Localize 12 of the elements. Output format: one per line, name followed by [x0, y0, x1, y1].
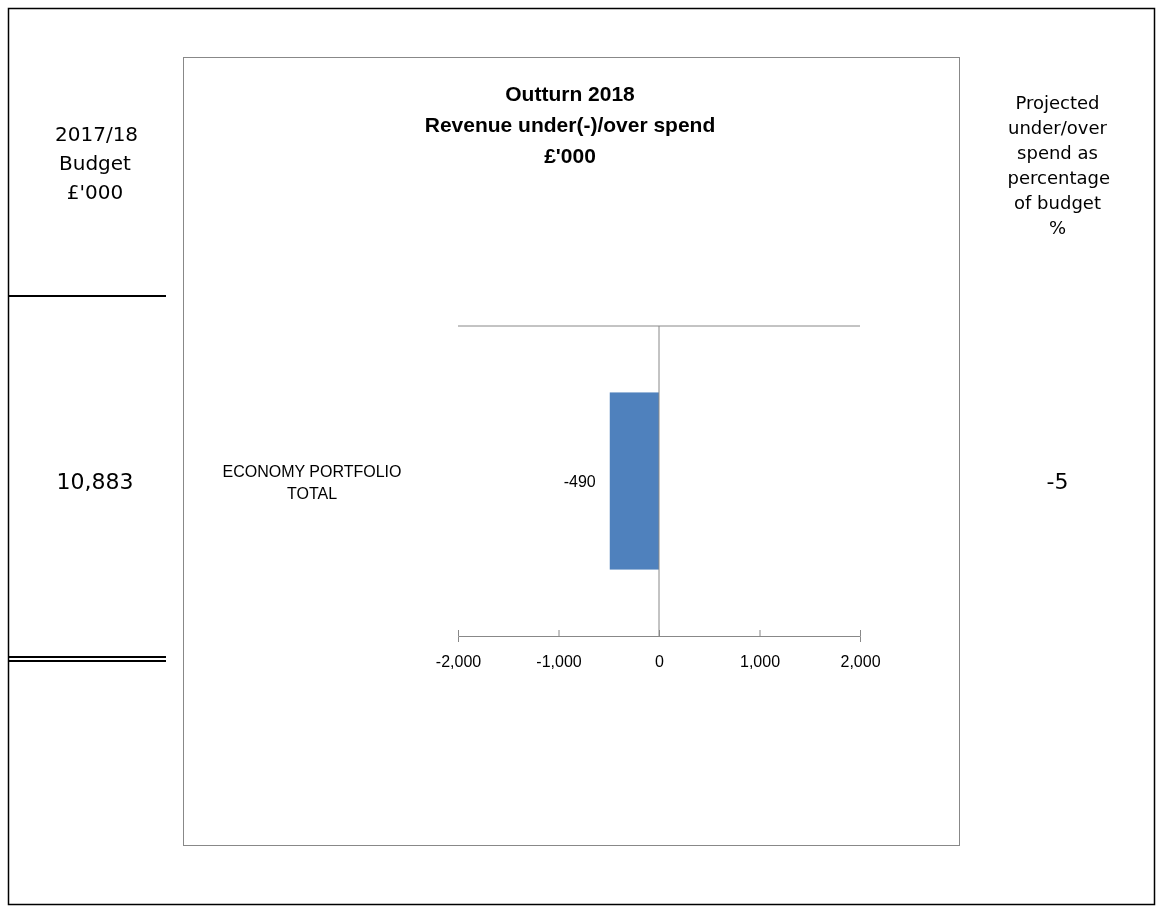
x-tick-label: 0 [655, 653, 665, 671]
text: 10,883 [55, 468, 135, 496]
text: 2017/18 Budget £'000 [55, 121, 139, 206]
chart-title: Outturn 2018 Revenue under(-)/over spend £'000 [423, 81, 717, 169]
x-tick-label: -1,000 [536, 653, 582, 671]
data-label: -490 [563, 472, 596, 490]
x-tick-label: -2,000 [435, 653, 482, 671]
text: Projected under/over spend as percentage of budget % [1007, 91, 1110, 240]
x-tick-label: 1,000 [739, 653, 781, 671]
y-tick-label: ECONOMY PORTFOLIO TOTAL [221, 462, 403, 504]
x-tick-label: 2,000 [840, 653, 881, 671]
text: -5 [1045, 468, 1070, 496]
